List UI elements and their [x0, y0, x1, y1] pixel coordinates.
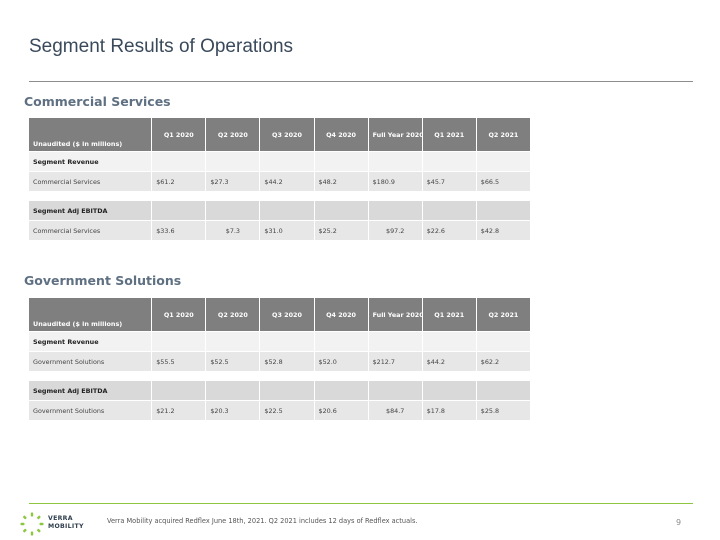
footnote: Verra Mobility acquired Redflex June 18t…: [107, 517, 418, 525]
column-header: Q2 2021: [475, 297, 532, 332]
column-header: Q1 2021: [421, 117, 477, 152]
table-cell: $52.5: [205, 351, 261, 372]
verra-mobility-logo-icon: [20, 512, 44, 536]
table-cell: $25.2: [313, 220, 369, 241]
table-cell: $44.2: [421, 351, 477, 372]
table-cell: $25.8: [475, 400, 532, 421]
column-header: Q3 2020: [259, 117, 315, 152]
table-header-row: Unaudited ($ in millions) Q1 2020 Q2 202…: [27, 297, 532, 332]
table-cell: $180.9: [367, 171, 423, 192]
table-cell: $31.0: [259, 220, 315, 241]
column-header: Q2 2020: [205, 297, 261, 332]
table-cell: $66.5: [475, 171, 532, 192]
table-cell: $52.8: [259, 351, 315, 372]
column-header: Q1 2020: [151, 117, 207, 152]
government-solutions-table: Unaudited ($ in millions) Q1 2020 Q2 202…: [27, 297, 532, 421]
table-cell: $22.6: [421, 220, 477, 241]
table-row: Commercial Services $61.2 $27.3 $44.2 $4…: [27, 171, 532, 192]
header-label: Unaudited ($ in millions): [27, 117, 153, 152]
table-cell: $212.7: [367, 351, 423, 372]
segment-adj-ebitda-row: Segment Adj EBITDA: [27, 380, 532, 401]
spacer-row: [28, 191, 531, 201]
table-row: Commercial Services $33.6 $7.3 $31.0 $25…: [27, 220, 532, 241]
table-row: Government Solutions $21.2 $20.3 $22.5 $…: [27, 400, 532, 421]
row-label: Government Solutions: [27, 400, 153, 421]
table-cell: $33.6: [151, 220, 207, 241]
table-cell: $48.2: [313, 171, 369, 192]
column-header: Q2 2021: [475, 117, 532, 152]
row-label: Government Solutions: [27, 351, 153, 372]
table-row: Government Solutions $55.5 $52.5 $52.8 $…: [27, 351, 532, 372]
table-cell: $62.2: [475, 351, 532, 372]
table-cell: $61.2: [151, 171, 207, 192]
commercial-services-table: Unaudited ($ in millions) Q1 2020 Q2 202…: [27, 117, 532, 241]
table-cell: $21.2: [151, 400, 207, 421]
footer-divider: [29, 503, 693, 504]
table-cell: $45.7: [421, 171, 477, 192]
header-label: Unaudited ($ in millions): [27, 297, 153, 332]
table-cell: $20.3: [205, 400, 261, 421]
row-label: Commercial Services: [27, 220, 153, 241]
column-header: Full Year 2020: [367, 117, 423, 152]
column-header: Q4 2020: [313, 117, 369, 152]
page-title: Segment Results of Operations: [29, 36, 294, 57]
table-cell: $97.2: [367, 220, 423, 241]
table-cell: $7.3: [205, 220, 261, 241]
table-header-row: Unaudited ($ in millions) Q1 2020 Q2 202…: [27, 117, 532, 152]
segment-revenue-row: Segment Revenue: [27, 331, 532, 352]
table-cell: $17.8: [421, 400, 477, 421]
table-cell: $27.3: [205, 171, 261, 192]
row-label: Segment Revenue: [27, 331, 153, 352]
segment-revenue-row: Segment Revenue: [27, 151, 532, 172]
table-cell: $42.8: [475, 220, 532, 241]
row-label: Segment Adj EBITDA: [27, 200, 153, 221]
government-solutions-heading: Government Solutions: [24, 273, 182, 288]
logo-line-2: MOBILITY: [48, 522, 84, 530]
title-divider: [29, 81, 693, 82]
column-header: Q4 2020: [313, 297, 369, 332]
table-cell: $55.5: [151, 351, 207, 372]
column-header: Full Year 2020: [367, 297, 423, 332]
table-cell: $84.7: [367, 400, 423, 421]
column-header: Q1 2021: [421, 297, 477, 332]
table-cell: $20.6: [313, 400, 369, 421]
segment-adj-ebitda-row: Segment Adj EBITDA: [27, 200, 532, 221]
column-header: Q3 2020: [259, 297, 315, 332]
row-label: Segment Revenue: [27, 151, 153, 172]
row-label: Segment Adj EBITDA: [27, 380, 153, 401]
column-header: Q2 2020: [205, 117, 261, 152]
spacer-row: [28, 371, 531, 381]
table-cell: $52.0: [313, 351, 369, 372]
logo-line-1: VERRA: [48, 515, 73, 522]
page-number: 9: [676, 518, 682, 527]
logo-wordmark: VERRA MOBILITY: [48, 515, 84, 530]
commercial-services-heading: Commercial Services: [24, 94, 171, 109]
column-header: Q1 2020: [151, 297, 207, 332]
table-cell: $22.5: [259, 400, 315, 421]
row-label: Commercial Services: [27, 171, 153, 192]
table-cell: $44.2: [259, 171, 315, 192]
